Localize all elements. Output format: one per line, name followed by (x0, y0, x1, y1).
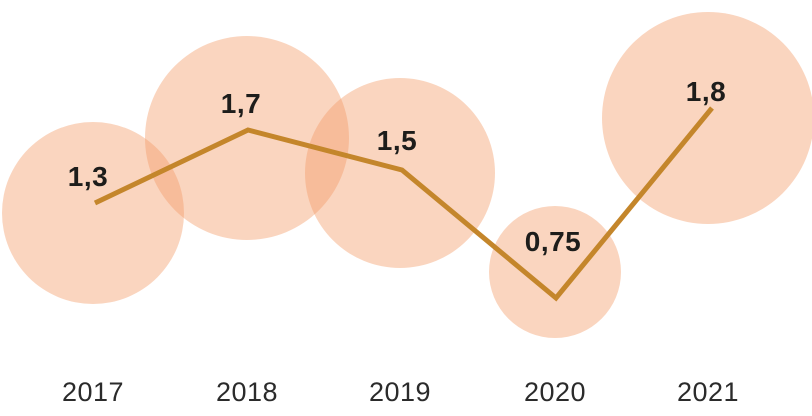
bubble-2019 (305, 78, 495, 268)
value-label-2018: 1,7 (221, 88, 261, 119)
x-axis-label-2021: 2021 (677, 377, 739, 407)
bubble-2020 (489, 206, 621, 338)
x-axis-label-2020: 2020 (524, 377, 586, 407)
bubble-2017 (2, 122, 184, 304)
value-label-2017: 1,3 (68, 161, 108, 192)
x-axis-label-2019: 2019 (369, 377, 431, 407)
value-label-2021: 1,8 (686, 76, 726, 107)
x-axis-label-2018: 2018 (216, 377, 278, 407)
value-label-2020: 0,75 (525, 226, 582, 257)
value-label-2019: 1,5 (377, 125, 417, 156)
trend-line (93, 106, 714, 302)
bubble-2018 (145, 36, 349, 240)
x-axis-label-2017: 2017 (62, 377, 124, 407)
